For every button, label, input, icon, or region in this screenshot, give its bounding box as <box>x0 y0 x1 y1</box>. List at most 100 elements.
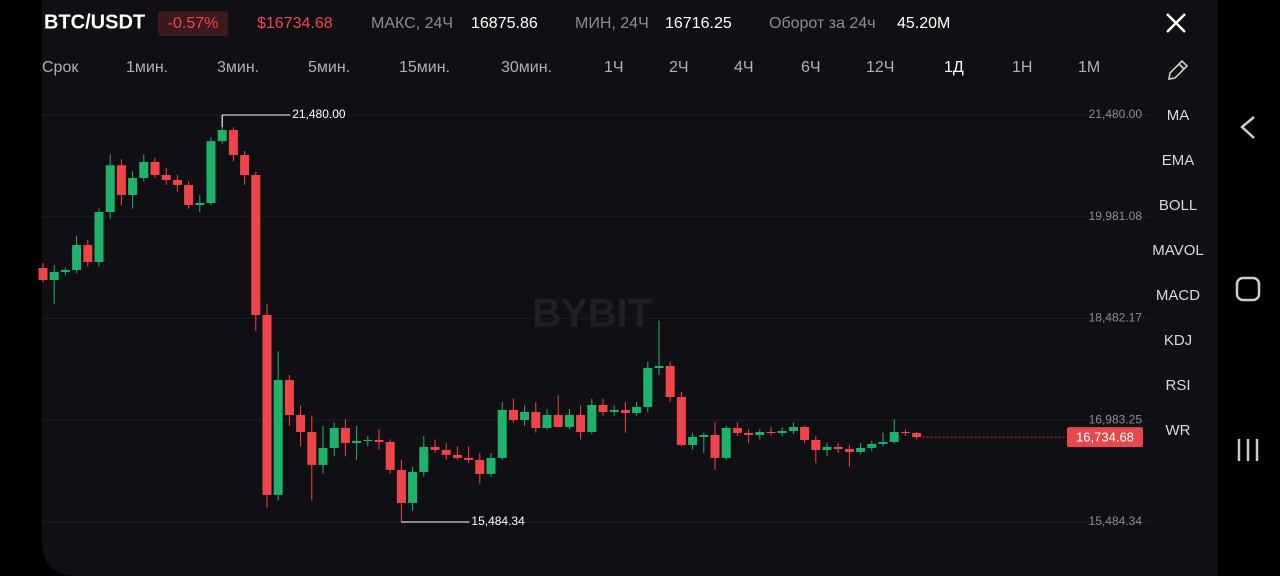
interval-tab[interactable]: 12Ч <box>866 59 894 76</box>
candle-body <box>777 430 787 433</box>
candle-body <box>49 272 59 280</box>
candle-body <box>755 431 765 435</box>
indicator[interactable]: MA <box>1167 107 1190 124</box>
candle-body <box>520 411 530 420</box>
candle-body <box>576 414 586 432</box>
y-tick-label: 18,482.17 <box>1089 311 1143 325</box>
indicator[interactable]: MACD <box>1156 287 1200 304</box>
candle-body <box>307 431 317 465</box>
draw-tool[interactable] <box>1168 59 1189 80</box>
corner <box>42 540 78 576</box>
candle-body <box>744 432 754 435</box>
candle-body <box>172 179 182 185</box>
candle-body <box>150 161 160 176</box>
price: $16734.68 <box>257 15 333 32</box>
candle-body <box>553 414 563 427</box>
candle-body <box>329 427 339 448</box>
candle-body <box>766 431 776 433</box>
candle-body <box>83 244 93 262</box>
candle-body <box>699 434 709 437</box>
candle-body <box>340 427 350 443</box>
turnover: 45.20M <box>897 15 950 32</box>
candle-body <box>643 367 653 407</box>
candle-body <box>284 379 294 415</box>
nav-home[interactable] <box>1235 276 1261 302</box>
close-button[interactable] <box>1166 13 1186 33</box>
interval-tab[interactable]: 6Ч <box>801 59 821 76</box>
indicator[interactable]: RSI <box>1165 377 1190 394</box>
candle-body <box>273 379 283 495</box>
candle-body <box>408 471 418 503</box>
indicator[interactable]: MAVOL <box>1152 242 1203 259</box>
candle-body <box>116 165 126 195</box>
y-tick-label: 21,480.00 <box>1089 107 1143 121</box>
candle-body <box>363 439 373 441</box>
candle-body <box>732 427 742 433</box>
candle-body <box>240 154 250 176</box>
interval-tab[interactable]: 1Ч <box>604 59 624 76</box>
candle-body <box>587 404 597 432</box>
interval-tab[interactable]: 2Ч <box>669 59 689 76</box>
candle-body <box>105 165 115 213</box>
candle-body <box>598 404 608 412</box>
interval-tab[interactable]: 3мин. <box>217 59 259 76</box>
interval-tab[interactable]: 1М <box>1078 59 1100 76</box>
nav-recents[interactable] <box>1237 439 1259 461</box>
candle-body <box>184 184 194 206</box>
candle-body <box>856 447 866 452</box>
indicator[interactable]: BOLL <box>1159 197 1197 214</box>
candle-body <box>318 447 328 465</box>
y-tick-label: 19,981.08 <box>1089 209 1143 223</box>
panel <box>42 0 1218 576</box>
indicator[interactable]: KDJ <box>1164 332 1192 349</box>
nav-back[interactable] <box>1240 116 1255 139</box>
candle-body <box>262 314 272 495</box>
candle-body <box>419 446 429 472</box>
low: 16716.25 <box>665 15 732 32</box>
y-tick-label: 15,484.34 <box>1089 514 1143 528</box>
candle-body <box>710 434 720 458</box>
indicator[interactable]: EMA <box>1162 152 1195 169</box>
interval-tab[interactable]: 1мин. <box>126 59 168 76</box>
interval-tab[interactable]: 1Д <box>944 59 964 76</box>
candle-body <box>632 406 642 413</box>
turnover-label: Оборот за 24ч <box>769 15 876 32</box>
candle-body <box>844 448 854 452</box>
interval-tab[interactable]: 30мин. <box>501 59 552 76</box>
y-tick-label: 16,983.25 <box>1089 412 1143 426</box>
interval-tab[interactable]: Срок <box>42 59 79 76</box>
candle-body <box>60 269 70 273</box>
candle-body <box>497 409 507 458</box>
candle-body <box>251 175 261 315</box>
indicator[interactable]: WR <box>1166 422 1191 439</box>
change-badge <box>158 11 228 36</box>
interval-tab[interactable]: 5мин. <box>308 59 350 76</box>
high-label: МАКС, 24Ч <box>371 15 453 32</box>
candle-body <box>609 409 619 412</box>
candle-body <box>900 431 910 433</box>
candle-body <box>531 411 541 428</box>
candle-body <box>912 432 922 438</box>
candle-body <box>688 436 698 445</box>
candle-body <box>396 469 406 503</box>
interval-tab[interactable]: 4Ч <box>734 59 754 76</box>
candle-body <box>800 426 810 440</box>
candle-body <box>654 365 664 368</box>
candle-body <box>195 202 205 206</box>
last-price-box <box>1067 427 1143 448</box>
candle-body <box>542 414 552 428</box>
interval-tab[interactable]: 15мин. <box>399 59 450 76</box>
candle-body <box>72 244 82 270</box>
candle-body <box>486 457 496 474</box>
candle-body <box>441 449 451 455</box>
candle-body <box>867 443 877 448</box>
candle-body <box>128 178 138 195</box>
candle-body <box>296 414 306 432</box>
interval-tab[interactable]: 1Н <box>1012 59 1032 76</box>
pair[interactable]: BTC/USDT <box>44 11 145 33</box>
candle-body <box>475 459 485 474</box>
candle-body <box>464 457 474 460</box>
candle-body <box>620 409 630 413</box>
